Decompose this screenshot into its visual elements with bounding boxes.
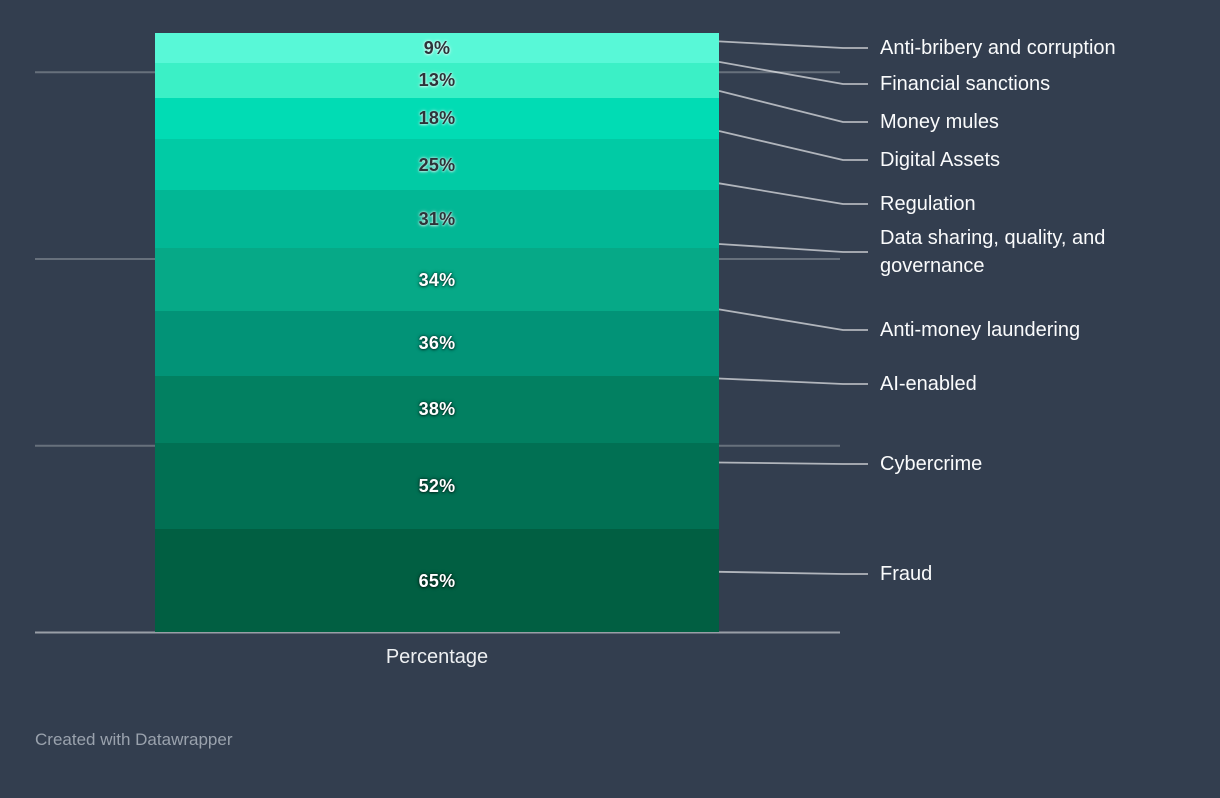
bar-segment-digital-assets[interactable]: 25% (155, 139, 719, 190)
leader-line (718, 40, 868, 49)
segment-value-label: 25% (418, 154, 456, 175)
attribution-text: Created with Datawrapper (35, 730, 233, 749)
leader-line (718, 182, 868, 205)
stacked-bar: 9% 13% 18% 25% 31% 34% 36% 38% 52% 65% (155, 33, 719, 632)
category-label-money-mules: Money mules (880, 111, 999, 133)
category-label-fraud: Fraud (880, 563, 933, 585)
leader-line (718, 308, 868, 331)
leader-line (718, 461, 868, 465)
leader-line (718, 90, 868, 123)
leader-line (718, 130, 868, 161)
bar-segment-regulation[interactable]: 31% (155, 189, 719, 249)
segment-value-label: 65% (418, 570, 456, 591)
category-label-regulation: Regulation (880, 193, 976, 215)
bar-segment-money-mules[interactable]: 18% (155, 97, 719, 140)
category-label-digital-assets: Digital Assets (880, 149, 1001, 171)
segment-value-label: 13% (418, 70, 456, 91)
category-label-anti-money-laundering: Anti-money laundering (880, 319, 1081, 341)
segment-value-label: 9% (423, 37, 451, 58)
x-axis-label: Percentage (385, 646, 489, 668)
bar-segment-ai-enabled[interactable]: 38% (155, 375, 719, 444)
segment-value-label: 18% (418, 108, 456, 129)
leader-line (718, 377, 868, 385)
segment-value-label: 31% (418, 209, 456, 230)
category-label-data-sharing-quality-and-governance: Data sharing, quality, and governance (880, 227, 1106, 277)
category-label-cybercrime: Cybercrime (880, 453, 983, 475)
category-label-ai-enabled: AI-enabled (880, 373, 977, 395)
segment-value-label: 36% (418, 333, 456, 354)
bar-segment-fraud[interactable]: 65% (155, 529, 719, 632)
leader-line (718, 61, 868, 85)
bar-segment-financial-sanctions[interactable]: 13% (155, 62, 719, 98)
segment-value-label: 34% (418, 269, 456, 290)
segment-value-label: 52% (418, 476, 456, 497)
bar-segment-anti-bribery-and-corruption[interactable]: 9% (155, 33, 719, 63)
leader-line (718, 570, 868, 575)
bar-segment-data-sharing-quality-and-governance[interactable]: 34% (155, 248, 719, 311)
segment-value-label: 38% (418, 399, 456, 420)
leader-line (718, 243, 868, 253)
bar-segment-cybercrime[interactable]: 52% (155, 443, 719, 530)
category-label-financial-sanctions: Financial sanctions (880, 73, 1051, 95)
category-label-anti-bribery-and-corruption: Anti-bribery and corruption (880, 37, 1116, 59)
bar-segment-anti-money-laundering[interactable]: 36% (155, 310, 719, 376)
